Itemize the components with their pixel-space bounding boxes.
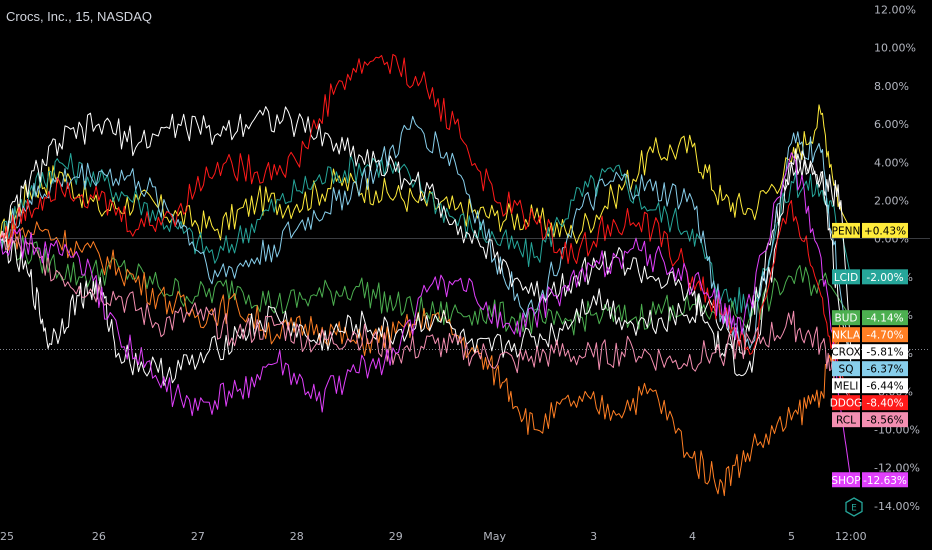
badge-name: SQ — [839, 364, 854, 376]
series-line-shop — [0, 152, 852, 480]
badge-value: +0.43% — [864, 225, 906, 237]
badge-bud: BUD -4.14% — [832, 310, 908, 326]
series-line-penn — [0, 104, 852, 244]
series-line-crox — [0, 153, 852, 387]
badge-ddog: DDOG -8.40% — [830, 395, 908, 411]
badge-value: -4.14% — [866, 313, 903, 325]
badge-meli: MELI -6.44% — [832, 378, 908, 394]
reference-lines — [0, 238, 930, 350]
badge-value-box — [862, 327, 908, 343]
badge-name-box — [832, 310, 860, 326]
badge-penn: PENN +0.43% — [832, 222, 908, 238]
x-tick-label: 12:00 — [835, 530, 867, 543]
badge-name-box — [832, 222, 860, 238]
x-axis[interactable]: 25 26 27 28 29 May 3 4 5 12:00 — [0, 530, 867, 543]
x-tick-label: 29 — [389, 530, 403, 543]
y-tick-label: 10.00% — [874, 42, 916, 55]
series-line-ddog — [0, 53, 852, 400]
badge-name-box — [832, 344, 860, 360]
badge-name: NKLA — [832, 330, 861, 342]
badge-nkla: NKLA -4.70% — [832, 327, 908, 343]
badge-name: BUD — [835, 313, 858, 325]
badge-value: -4.70% — [866, 330, 903, 342]
y-tick-label: -12.00% — [874, 462, 920, 475]
badge-name-box — [832, 361, 860, 377]
badge-value: -8.40% — [866, 398, 903, 410]
badge-value-box — [862, 412, 908, 428]
badge-value-box — [862, 269, 908, 285]
badge-name: RCL — [836, 415, 856, 427]
badge-value-box — [862, 222, 908, 238]
badge-value-box — [862, 361, 908, 377]
badge-value-box — [862, 310, 908, 326]
badge-name-box — [832, 395, 860, 411]
x-tick-label: 25 — [0, 530, 14, 543]
y-tick-label: 6.00% — [874, 118, 909, 131]
badge-name: PENN — [832, 225, 861, 237]
badge-sq: SQ -6.37% — [832, 361, 908, 377]
badge-value: -2.00% — [866, 272, 903, 284]
series-lines — [0, 53, 852, 497]
badge-value-box — [862, 378, 908, 394]
x-tick-label: 27 — [191, 530, 205, 543]
series-line-lcid — [0, 153, 852, 319]
badge-name: SHOP — [831, 475, 860, 487]
x-tick-label: 4 — [689, 530, 696, 543]
badge-crox: CROX -5.81% — [831, 344, 908, 360]
badge-value: -6.37% — [866, 364, 903, 376]
badge-value: -12.63% — [863, 475, 907, 487]
series-line-rcl — [0, 231, 852, 403]
x-tick-label: May — [483, 530, 506, 543]
badge-name: LCID — [834, 272, 858, 284]
badge-shop: SHOP -12.63% — [831, 472, 908, 488]
badge-name-box — [832, 327, 860, 343]
x-tick-label: 28 — [290, 530, 304, 543]
badge-value-box — [862, 344, 908, 360]
badge-value-box — [862, 472, 908, 488]
x-tick-label: 5 — [788, 530, 795, 543]
svg-text:E: E — [851, 504, 857, 514]
badge-name-box — [832, 378, 860, 394]
badge-lcid: LCID -2.00% — [832, 269, 908, 285]
tradingview-e-icon[interactable]: E — [845, 497, 863, 517]
badge-name-box — [832, 472, 860, 488]
x-tick-label: 3 — [590, 530, 597, 543]
x-tick-label: 26 — [92, 530, 106, 543]
badge-value: -5.81% — [866, 347, 903, 359]
badge-name: CROX — [831, 347, 860, 359]
badge-value: -6.44% — [866, 381, 903, 393]
y-tick-label: 4.00% — [874, 156, 909, 169]
badge-value-box — [862, 395, 908, 411]
y-tick-label: 12.00% — [874, 4, 916, 17]
last-value-badges: PENN +0.43% LCID -2.00% BUD -4.14% NKLA -4.70% C… — [830, 222, 908, 488]
badge-name: DDOG — [830, 398, 863, 410]
y-tick-label: 2.00% — [874, 194, 909, 207]
y-tick-label: 8.00% — [874, 80, 909, 93]
badge-name: MELI — [834, 381, 859, 393]
chart-title: Crocs, Inc., 15, NASDAQ — [6, 9, 152, 24]
badge-name-box — [832, 412, 860, 428]
y-tick-label: -14.00% — [874, 500, 920, 513]
y-axis[interactable]: 12.00%10.00%8.00%6.00%4.00%2.00%0.00%-2.… — [874, 4, 920, 513]
badge-value: -8.56% — [866, 415, 903, 427]
badge-rcl: RCL -8.56% — [832, 412, 908, 428]
series-line-meli — [0, 106, 852, 377]
badge-name-box — [832, 269, 860, 285]
